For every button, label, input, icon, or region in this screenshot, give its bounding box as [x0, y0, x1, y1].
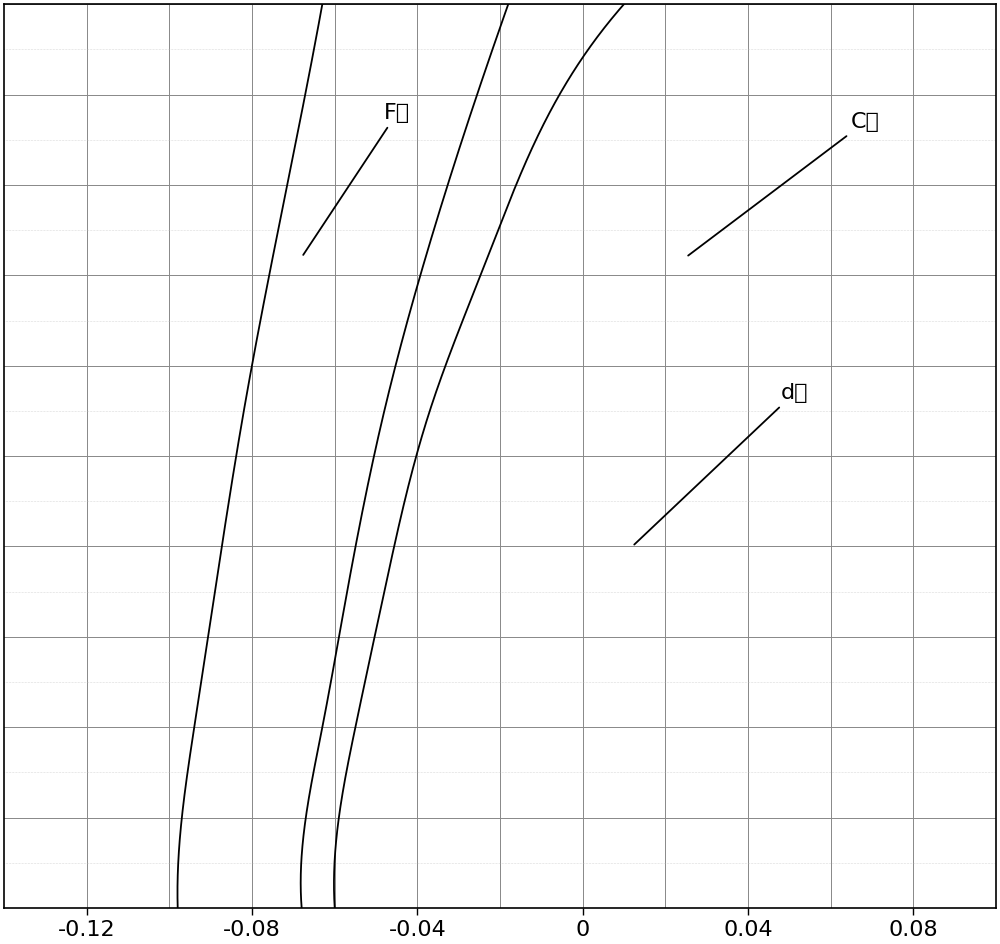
- Text: C线: C线: [688, 111, 880, 256]
- Text: d线: d线: [634, 383, 808, 545]
- Text: F线: F线: [303, 103, 410, 255]
